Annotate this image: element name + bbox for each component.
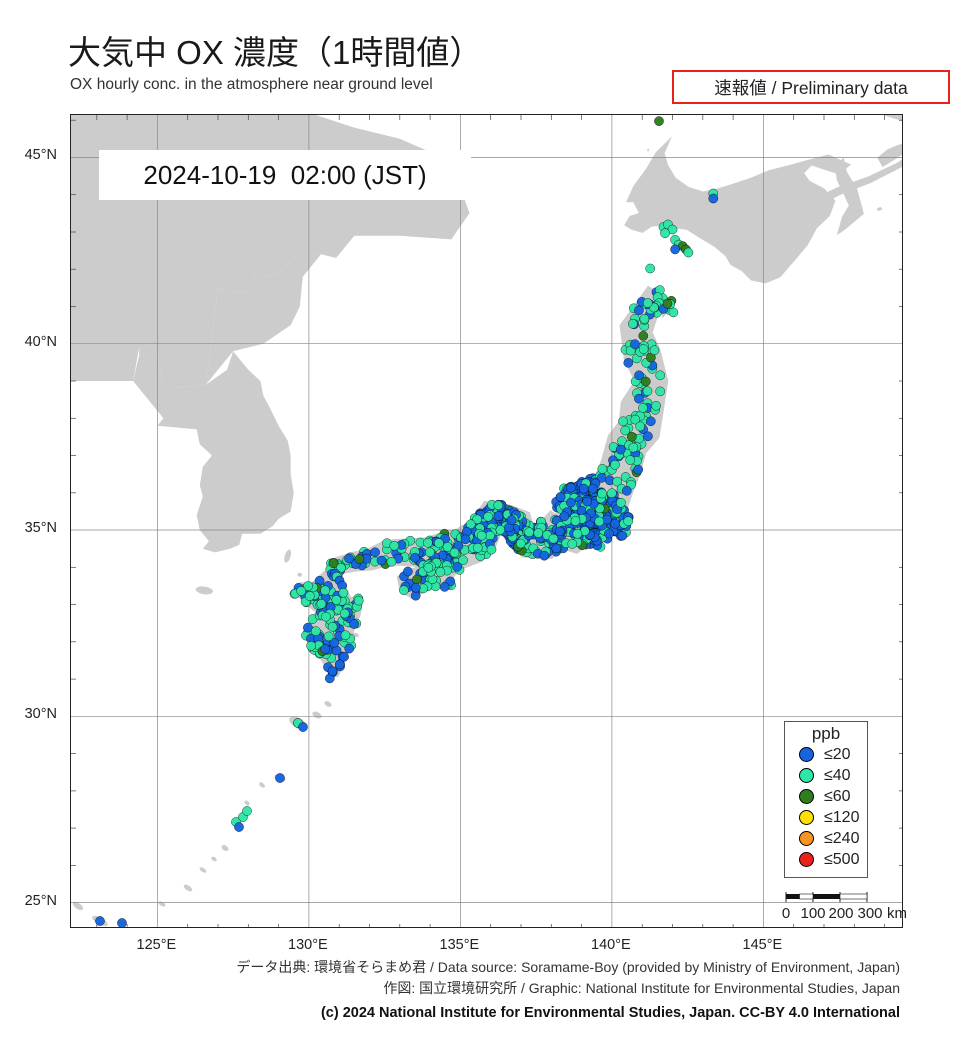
svg-text:200: 200 bbox=[828, 905, 853, 922]
svg-text:km: km bbox=[887, 905, 907, 922]
svg-text:0: 0 bbox=[782, 905, 790, 922]
svg-text:100: 100 bbox=[800, 905, 825, 922]
svg-text:300: 300 bbox=[857, 905, 882, 922]
